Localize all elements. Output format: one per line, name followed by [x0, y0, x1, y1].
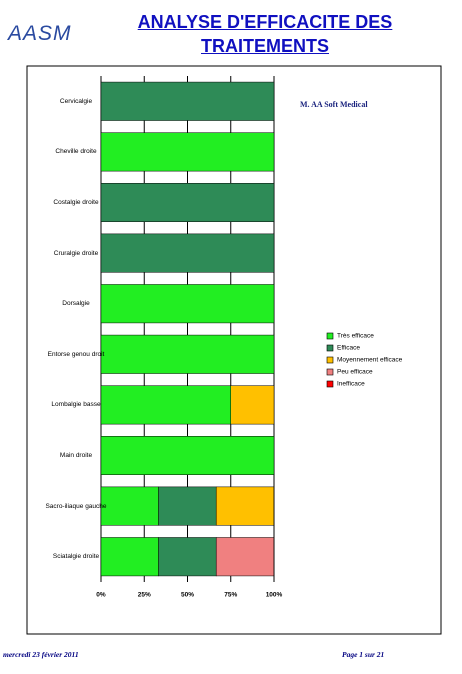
y-tick-label: Sacro-iliaque gauche [45, 502, 107, 510]
bar-segment [215, 486, 275, 526]
y-tick-label: Cruralgie droite [53, 249, 99, 257]
legend-swatch [326, 332, 334, 340]
bar-segment [100, 233, 275, 273]
y-tick-label: Cheville droite [55, 148, 97, 156]
legend-swatch [326, 356, 334, 364]
y-tick-label: Dorsalgie [62, 300, 90, 308]
bar-segment [100, 334, 275, 374]
legend-swatch [326, 368, 334, 376]
legend-label: Efficace [337, 345, 360, 352]
bar-segment [100, 385, 231, 425]
chart-frame [26, 65, 442, 635]
y-tick-label: Costalgie droite [53, 199, 99, 206]
footer-date: mercredi 23 février 2011 [3, 650, 79, 659]
x-tick-label: 0% [96, 592, 106, 599]
annotation: M. AA Soft Medical [300, 100, 368, 109]
bar-segment [100, 132, 275, 172]
bar-segment [100, 81, 275, 121]
legend-label: Moyennement efficace [337, 357, 403, 364]
footer-page: Page 1 sur 21 [342, 650, 385, 659]
legend-swatch [326, 344, 334, 352]
bar-segment [158, 486, 217, 526]
bar-segment [100, 284, 275, 324]
legend-swatch [326, 380, 334, 388]
logo: AASM [8, 22, 72, 45]
bar-segment [100, 183, 275, 222]
x-tick-label: 25% [138, 592, 151, 599]
bar-segment [100, 486, 159, 526]
x-tick-label: 75% [224, 592, 237, 599]
y-tick-label: Entorse genou droit [47, 350, 105, 358]
y-tick-label: Lombalgie basse [51, 401, 101, 409]
chart-title: ANALYSE D'EFFICACITE DES TRAITEMENTS [137, 12, 393, 56]
y-tick-label: Sciatalgie droite [52, 553, 100, 561]
bar-segment [100, 436, 275, 475]
bar-segment [215, 537, 275, 577]
x-tick-label: 100% [266, 592, 283, 599]
legend-label: Peu efficace [337, 369, 373, 376]
x-tick-label: 50% [181, 592, 194, 599]
legend-label: Très efficace [337, 333, 374, 340]
bar-segment [158, 537, 217, 577]
y-tick-label: Main droite [59, 452, 93, 459]
bar-segment [230, 385, 275, 425]
legend-label: Inefficace [337, 381, 365, 388]
y-tick-label: Cervicalgie [59, 97, 93, 105]
bar-segment [100, 537, 159, 577]
